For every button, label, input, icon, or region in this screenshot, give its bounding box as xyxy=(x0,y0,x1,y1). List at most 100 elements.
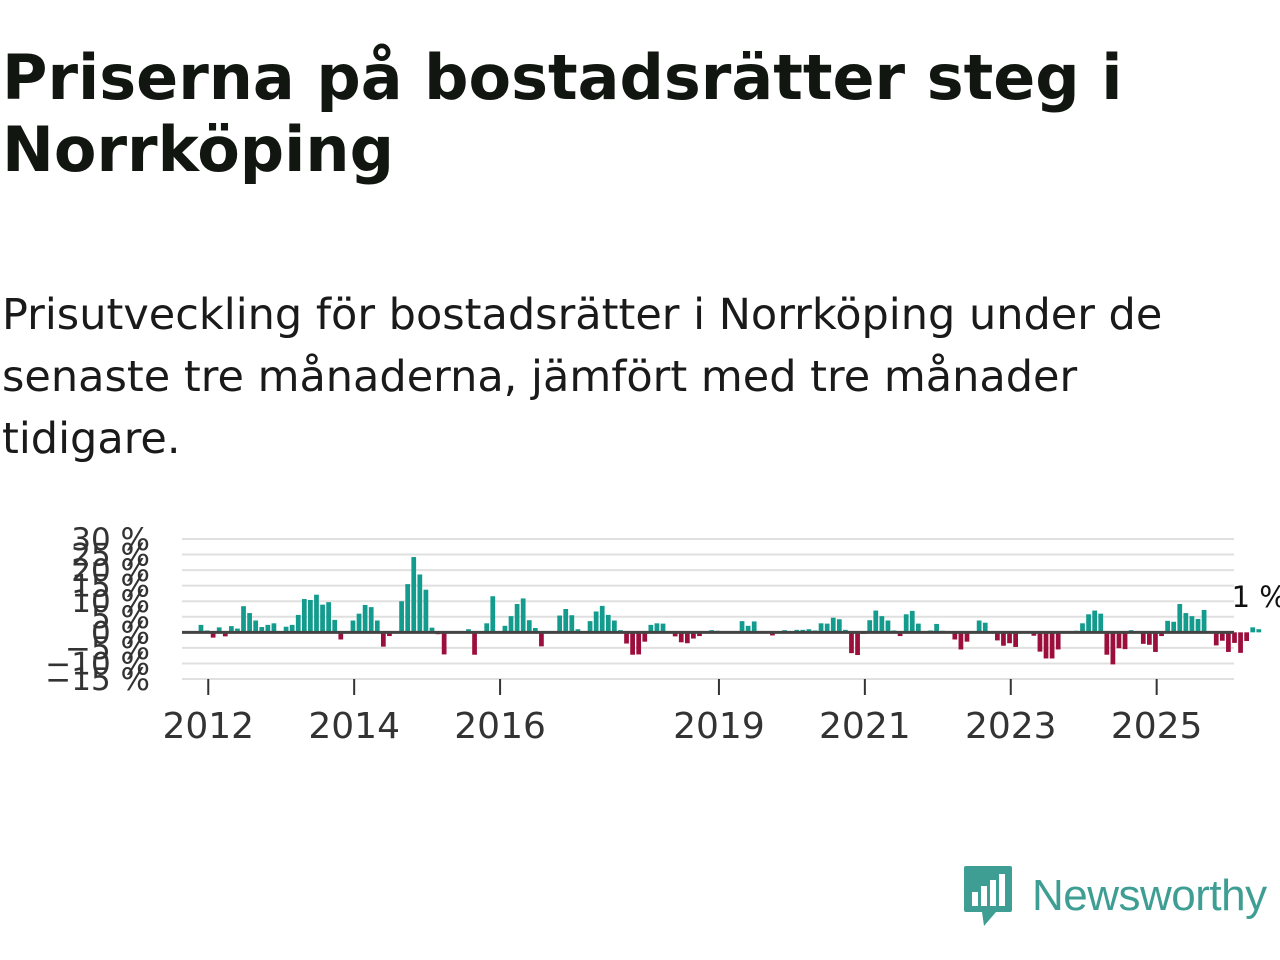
bar xyxy=(836,619,842,633)
bar xyxy=(356,613,362,633)
bar xyxy=(374,620,380,633)
bar xyxy=(1104,632,1110,655)
bar xyxy=(520,598,526,633)
x-tick-label: 2016 xyxy=(454,706,546,747)
y-tick-label: −5 % xyxy=(65,631,150,667)
bar xyxy=(587,621,593,633)
bar xyxy=(1001,632,1006,646)
bar xyxy=(532,627,538,633)
bar xyxy=(745,625,751,633)
bar xyxy=(824,623,830,633)
bar xyxy=(441,632,447,655)
bar xyxy=(691,632,696,639)
bar xyxy=(873,610,879,633)
bar xyxy=(855,632,860,656)
bar xyxy=(338,632,344,640)
bar xyxy=(216,627,222,633)
bar xyxy=(995,632,1000,641)
bar xyxy=(526,620,532,633)
bar xyxy=(332,619,338,633)
bar xyxy=(484,623,490,633)
bar xyxy=(1140,632,1146,644)
bar xyxy=(678,632,684,643)
bar xyxy=(1250,627,1256,633)
x-tick-label: 2019 xyxy=(673,706,765,747)
bar xyxy=(472,632,477,655)
x-tick-label: 2012 xyxy=(162,706,254,747)
bar xyxy=(806,629,812,633)
y-tick-label: 10 % xyxy=(71,584,150,620)
bar xyxy=(399,601,404,633)
bar xyxy=(575,629,581,633)
bar xyxy=(557,615,563,633)
bar xyxy=(958,632,964,650)
bar xyxy=(1238,632,1243,653)
bar xyxy=(630,632,635,655)
bar xyxy=(1007,632,1012,644)
bar xyxy=(1147,632,1152,645)
bar xyxy=(952,632,958,640)
x-tick-label: 2023 xyxy=(965,706,1057,747)
bar xyxy=(301,599,307,633)
bar xyxy=(253,620,259,633)
bar xyxy=(830,617,836,633)
bar xyxy=(885,620,891,633)
bar xyxy=(326,602,332,633)
bar xyxy=(1165,620,1170,633)
bar xyxy=(502,625,508,633)
chart-subtitle: Prisutveckling för bostadsrätter i Norrk… xyxy=(2,290,1163,464)
bar xyxy=(417,574,423,633)
bar xyxy=(283,626,289,633)
bar xyxy=(1116,632,1122,649)
bar xyxy=(818,623,824,633)
bar xyxy=(387,632,392,637)
bar xyxy=(599,605,605,633)
y-tick-label: 15 % xyxy=(71,569,150,605)
bar xyxy=(1232,632,1237,643)
bar xyxy=(672,632,678,637)
bar xyxy=(198,624,204,633)
bar xyxy=(1049,632,1055,659)
bar xyxy=(1092,610,1098,633)
y-tick-label: −15 % xyxy=(45,662,150,698)
bar xyxy=(490,596,496,633)
bar xyxy=(897,632,903,637)
bar xyxy=(770,632,775,636)
x-tick-label: 2021 xyxy=(819,706,911,747)
x-axis-ticks: 2012 2014 2016 2019 2021 2023 2025 xyxy=(162,679,1202,747)
y-tick-label: −10 % xyxy=(45,646,150,682)
bar xyxy=(1122,632,1128,650)
bar xyxy=(423,589,429,633)
bar xyxy=(368,607,374,633)
bar xyxy=(636,632,642,655)
bar xyxy=(563,609,569,633)
data-labels: 1 % xyxy=(1232,580,1280,614)
bar xyxy=(259,627,265,633)
bar xyxy=(612,620,617,633)
bar xyxy=(1153,632,1158,652)
bar xyxy=(1171,621,1177,633)
bar xyxy=(1080,623,1085,633)
bar xyxy=(642,632,648,642)
chart-title: Priserna på bostadsrätter steg i Norrköp… xyxy=(2,41,1123,186)
bar xyxy=(903,614,909,633)
bar xyxy=(1031,632,1037,636)
bar xyxy=(1195,618,1201,633)
y-tick-label: 30 % xyxy=(71,522,150,558)
bars xyxy=(198,557,1262,665)
y-tick-label: 0 % xyxy=(91,615,150,651)
bar xyxy=(405,584,411,633)
bar xyxy=(1244,632,1250,642)
bar xyxy=(1043,632,1049,659)
y-tick-label: 20 % xyxy=(71,553,150,589)
bar xyxy=(271,623,277,633)
bar xyxy=(648,624,654,633)
bar xyxy=(867,620,873,633)
bar xyxy=(879,616,885,633)
bar xyxy=(909,610,915,633)
bar xyxy=(1086,614,1091,633)
bar xyxy=(508,616,514,633)
bar xyxy=(314,594,319,633)
bar xyxy=(539,632,544,647)
newsworthy-logo-text: Newsworthy xyxy=(1032,871,1267,920)
